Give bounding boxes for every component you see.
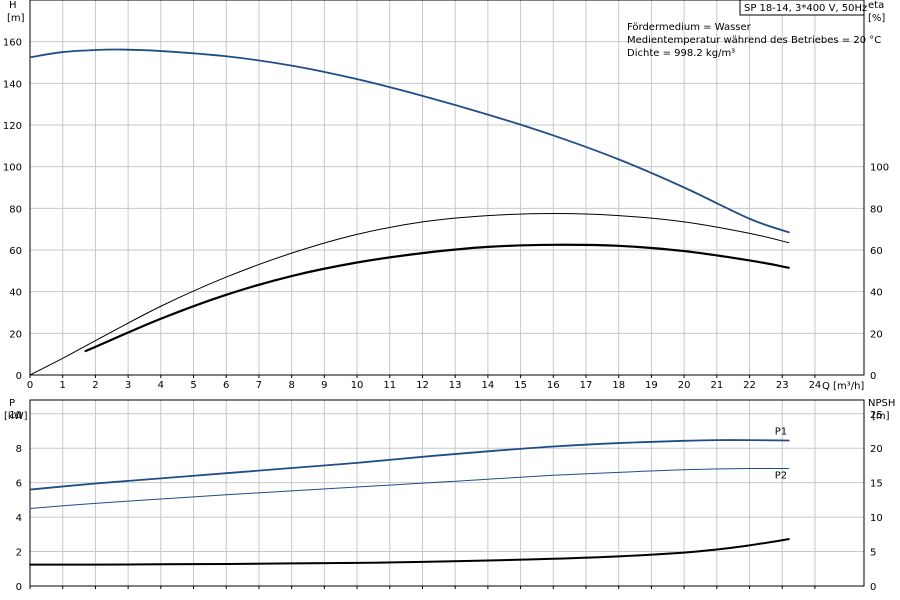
lower-series [29, 439, 790, 566]
x-tick-label: 7 [256, 380, 262, 391]
lower-grid [29, 400, 864, 589]
lower-y-axis-label-p: P [9, 398, 15, 409]
series-label-p1: P1 [775, 426, 787, 437]
lower-y-ticks: 0 2 4 6 8 10 [9, 410, 22, 593]
y2-tick-label: 60 [870, 246, 883, 257]
y-tick-label: 20 [9, 329, 22, 340]
upper-series [29, 48, 790, 376]
upper-x-ticks: 0 1 2 3 4 5 6 7 8 9 10 11 12 13 14 15 16 17 18 19 20 21 22 23 24 [27, 375, 821, 391]
y-tick-label: 0 [16, 371, 22, 382]
series-line-lower-1 [29, 439, 790, 491]
x-tick-label: 2 [92, 380, 98, 391]
y-tick-label: 140 [3, 79, 22, 90]
upper-y-ticks: 0 20 40 60 80 100 120 140 160 [3, 38, 22, 382]
x-tick-label: 22 [743, 380, 756, 391]
y2-tick-label: 0 [870, 582, 876, 593]
x-tick-label: 14 [482, 380, 495, 391]
x-tick-label: 21 [710, 380, 723, 391]
lower-y2-axis-label-npsh: NPSH [868, 398, 895, 409]
x-tick-label: 4 [158, 380, 164, 391]
x-tick-label: 3 [125, 380, 131, 391]
y-tick-label: 2 [16, 548, 22, 559]
y-tick-label: 80 [9, 204, 22, 215]
series-line-upper-3 [84, 243, 790, 353]
x-tick-label: 17 [580, 380, 593, 391]
pump-label: SP 18-14, 3*400 V, 50Hz [744, 3, 867, 14]
upper-grid [30, 0, 864, 375]
lower-series-labels: P1 P2 [775, 426, 787, 481]
lower-y2-ticks: 0 5 10 15 20 25 [870, 410, 883, 593]
x-tick-label: 9 [321, 380, 327, 391]
x-tick-label: 11 [383, 380, 396, 391]
x-tick-label: 23 [776, 380, 789, 391]
y-tick-label: 0 [16, 582, 22, 593]
y2-tick-label: 20 [870, 329, 883, 340]
y2-tick-label: 5 [870, 548, 876, 559]
x-tick-label: 18 [612, 380, 625, 391]
lower-plot-frame [29, 399, 865, 587]
x-tick-label: 15 [514, 380, 527, 391]
y2-tick-label: 100 [870, 163, 889, 174]
x-tick-label: 16 [547, 380, 560, 391]
upper-x-axis-label: Q [m³/h] [822, 381, 864, 392]
y2-tick-label: 15 [870, 479, 883, 490]
pump-label-box [739, 0, 865, 16]
x-tick-label: 24 [809, 380, 822, 391]
y2-tick-label: 0 [870, 371, 876, 382]
y-tick-label: 4 [16, 513, 22, 524]
upper-plot-frame [29, 0, 865, 376]
y2-tick-label: 20 [870, 444, 883, 455]
upper-y2-axis-label-unit: [%] [868, 13, 885, 24]
x-tick-label: 6 [223, 380, 229, 391]
upper-y2-axis-label-eta: eta [868, 0, 884, 11]
series-line-lower-2 [29, 467, 790, 509]
y-tick-label: 120 [3, 121, 22, 132]
upper-y2-ticks: 0 20 40 60 80 100 [870, 163, 889, 382]
y-tick-label: 60 [9, 246, 22, 257]
y-tick-label: 160 [3, 38, 22, 49]
y-tick-label: 100 [3, 163, 22, 174]
x-tick-label: 20 [678, 380, 691, 391]
upper-y-axis-label-h: H [9, 0, 17, 11]
y-tick-label: 40 [9, 288, 22, 299]
info-density: Dichte = 998.2 kg/m³ [627, 48, 735, 59]
x-tick-label: 19 [645, 380, 658, 391]
info-temperature: Medientemperatur während des Betriebes =… [627, 35, 881, 46]
y2-tick-label: 40 [870, 288, 883, 299]
y-tick-label: 10 [9, 410, 22, 421]
x-tick-label: 13 [449, 380, 462, 391]
x-tick-label: 0 [27, 380, 33, 391]
series-line-upper-2 [29, 213, 790, 376]
y-tick-label: 8 [16, 444, 22, 455]
x-tick-label: 1 [60, 380, 66, 391]
info-medium: Fördermedium = Wasser [627, 22, 752, 33]
y2-tick-label: 10 [870, 513, 883, 524]
y2-tick-label: 25 [870, 410, 883, 421]
upper-y-axis-label-unit: [m] [7, 13, 25, 24]
y2-tick-label: 80 [870, 204, 883, 215]
lower-y-axis-label-unit: [kW] [4, 411, 28, 422]
upper-panel: 0 1 2 3 4 5 6 7 8 9 10 11 12 13 14 15 16 17 18 19 20 21 22 23 24… [3, 0, 889, 392]
x-tick-label: 10 [351, 380, 364, 391]
x-tick-label: 12 [416, 380, 429, 391]
y-tick-label: 6 [16, 479, 22, 490]
series-line-lower-3 [29, 538, 790, 566]
x-tick-label: 5 [190, 380, 196, 391]
series-label-p2: P2 [775, 471, 787, 482]
lower-panel: 0 2 4 6 8 10 0 5 10 15 20 25 P [kW] NPSH [m] P1 P2 [4, 398, 895, 593]
lower-y2-axis-label-unit: [m] [872, 411, 890, 422]
series-line-upper-1 [29, 48, 790, 234]
x-tick-label: 8 [288, 380, 294, 391]
